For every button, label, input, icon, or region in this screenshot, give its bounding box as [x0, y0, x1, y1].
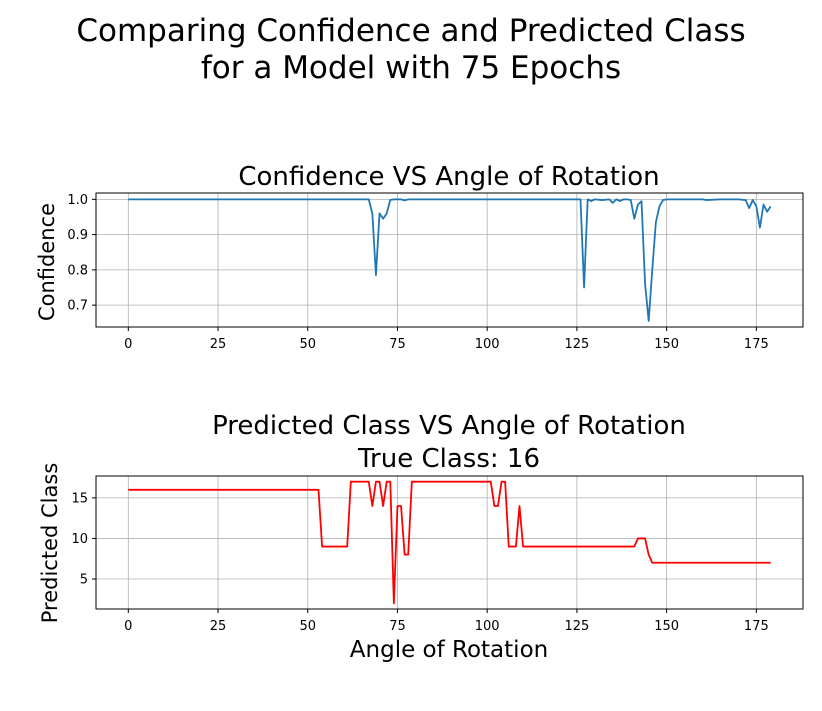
confidence-x-tick-label: 0 [124, 337, 132, 352]
confidence-chart: Confidence VS Angle of Rotation Confiden… [35, 162, 804, 352]
predicted-class-series-line [128, 480, 771, 605]
predicted-class-y-tick-label: 10 [71, 532, 88, 547]
confidence-x-tick-label: 125 [564, 337, 589, 352]
predicted-class-x-tick-label: 0 [124, 619, 132, 634]
predicted-class-x-tick-label: 75 [389, 619, 406, 634]
predicted-class-chart: Predicted Class VS Angle of Rotation Tru… [38, 411, 804, 663]
figure-title-line-2: for a Model with 75 Epochs [201, 50, 621, 86]
predicted-class-chart-title: Predicted Class VS Angle of Rotation [212, 411, 686, 441]
confidence-x-tick-label: 25 [210, 337, 227, 352]
predicted-class-x-tick-label: 100 [475, 619, 500, 634]
confidence-x-tick-label: 75 [389, 337, 406, 352]
confidence-y-tick-label: 0.7 [67, 299, 88, 314]
predicted-class-x-tick-label: 125 [564, 619, 589, 634]
predicted-class-y-tick-label: 15 [71, 491, 88, 506]
confidence-chart-title: Confidence VS Angle of Rotation [238, 162, 659, 192]
confidence-plot-frame [95, 192, 804, 328]
confidence-y-tick-label: 0.8 [67, 263, 88, 278]
predicted-class-y-axis-label: Predicted Class [38, 463, 62, 624]
figure-title-line-1: Comparing Confidence and Predicted Class [76, 13, 745, 49]
confidence-x-tick-label: 50 [299, 337, 316, 352]
predicted-class-chart-subtitle: True Class: 16 [357, 444, 540, 474]
predicted-class-x-tick-label: 50 [299, 619, 316, 634]
predicted-class-x-tick-label: 175 [744, 619, 769, 634]
predicted-class-x-tick-label: 25 [210, 619, 227, 634]
confidence-series-line [128, 198, 772, 322]
confidence-x-tick-label: 100 [475, 337, 500, 352]
predicted-class-x-tick-label: 150 [654, 619, 679, 634]
confidence-x-tick-label: 175 [744, 337, 769, 352]
confidence-x-tick-label: 150 [654, 337, 679, 352]
confidence-y-tick-label: 1.0 [67, 193, 88, 208]
predicted-class-y-tick-label: 5 [80, 572, 88, 587]
confidence-y-tick-label: 0.9 [67, 228, 88, 243]
confidence-y-axis-label: Confidence [35, 203, 59, 321]
predicted-class-x-axis-label: Angle of Rotation [350, 637, 548, 663]
predicted-class-plot-frame [95, 475, 804, 610]
